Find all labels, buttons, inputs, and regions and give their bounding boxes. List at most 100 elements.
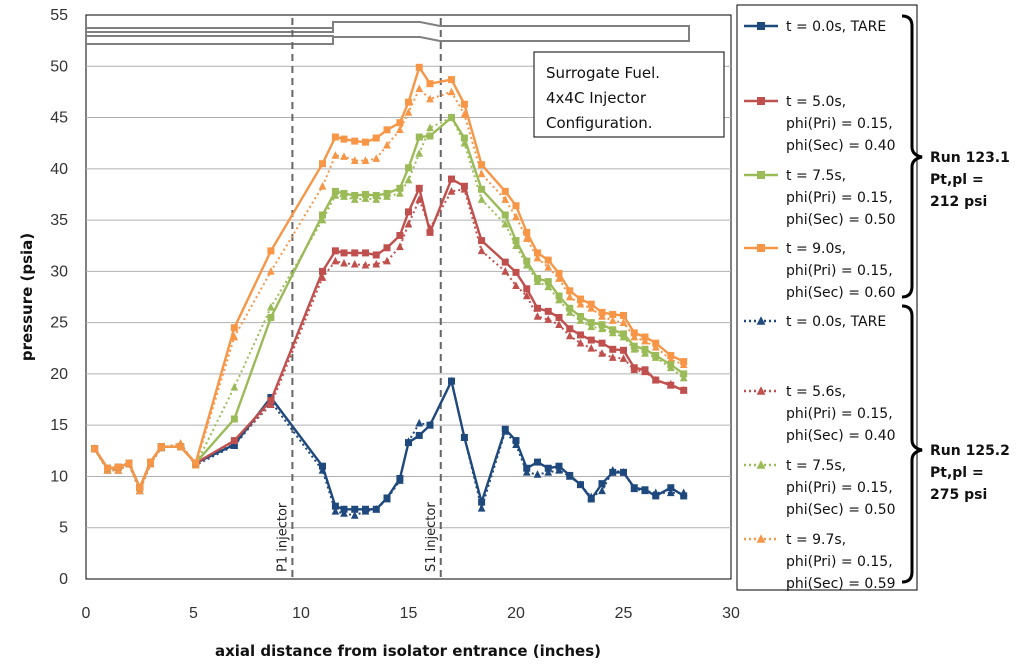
data-point: [230, 415, 238, 423]
data-point: [555, 314, 563, 322]
data-point: [448, 175, 455, 183]
data-point: [598, 324, 606, 333]
data-point: [267, 400, 275, 408]
data-point: [522, 234, 531, 242]
data-point: [587, 322, 596, 331]
data-point: [757, 97, 765, 105]
data-point: [667, 351, 675, 359]
data-point: [534, 304, 541, 312]
data-point: [501, 425, 509, 433]
data-point: [351, 137, 359, 145]
data-point: [362, 505, 369, 513]
legend-label: t = 0.0s, TARE: [786, 314, 886, 330]
data-point: [477, 195, 486, 203]
data-point: [501, 219, 510, 228]
data-point: [630, 329, 638, 337]
run-group-label: Pt,pl =: [930, 172, 984, 188]
data-point: [587, 343, 596, 352]
annotation-box: Surrogate Fuel. 4x4C Injector Configurat…: [533, 51, 725, 138]
data-point: [641, 486, 649, 494]
legend-label: t = 7.5s,: [786, 458, 846, 474]
legend-label: t = 0.0s, TARE: [786, 19, 886, 35]
data-point: [757, 22, 765, 30]
data-point: [147, 458, 154, 466]
data-point: [598, 349, 606, 357]
data-point: [544, 468, 553, 476]
data-point: [383, 244, 391, 252]
data-point: [157, 443, 165, 451]
data-point: [372, 154, 381, 162]
data-point: [340, 152, 348, 160]
data-point: [667, 484, 675, 492]
data-point: [566, 471, 574, 479]
run-groups: Run 123.1 Pt,pl = 212 psi Run 125.2 Pt,pl = 2…: [930, 150, 1010, 503]
data-point: [383, 189, 391, 197]
legend-entry: t = 9.7s, phi(Pri) = 0.15, phi(Sec) = 0.59: [744, 532, 896, 592]
data-point: [396, 242, 404, 251]
data-point: [512, 241, 520, 250]
run-group-label: Pt,pl =: [930, 465, 984, 481]
data-point: [598, 312, 606, 320]
data-point: [318, 215, 327, 224]
data-point: [641, 336, 649, 345]
data-point: [340, 189, 348, 197]
data-point: [477, 169, 486, 178]
data-point: [448, 76, 455, 84]
data-point: [522, 260, 531, 269]
data-point: [267, 267, 275, 275]
data-point: [757, 244, 765, 252]
data-point: [460, 134, 468, 142]
data-point: [230, 441, 238, 449]
data-point: [544, 262, 553, 271]
data-point: [512, 268, 520, 276]
data-point: [361, 260, 370, 269]
legend-label: phi(Sec) = 0.40: [786, 138, 896, 154]
data-point: [372, 195, 381, 203]
data-point: [565, 292, 574, 301]
data-point: [104, 464, 111, 472]
data-point: [756, 460, 766, 469]
data-point: [267, 314, 275, 322]
data-point: [350, 259, 359, 268]
data-point: [544, 278, 552, 286]
data-point: [460, 100, 468, 108]
y-axis-title: pressure (psia): [18, 233, 36, 361]
data-point: [230, 324, 238, 332]
data-point: [361, 156, 370, 164]
data-point: [652, 492, 660, 500]
data-point: [91, 445, 99, 453]
data-point: [576, 299, 585, 308]
legend-label: t = 5.0s,: [786, 94, 846, 110]
data-point: [641, 366, 649, 374]
data-point: [415, 84, 424, 93]
data-point: [587, 300, 595, 308]
y-tick-label: 55: [50, 7, 68, 24]
legend-label: t = 7.5s,: [786, 168, 846, 184]
data-point: [501, 187, 509, 195]
data-point: [340, 135, 348, 143]
data-point: [351, 249, 359, 257]
data-point: [544, 256, 552, 264]
data-point: [533, 253, 542, 262]
data-point: [680, 492, 688, 500]
data-point: [405, 208, 412, 216]
data-point: [652, 351, 660, 359]
injector-label: P1 injector: [275, 502, 290, 572]
legend-entry: t = 0.0s, TARE: [744, 19, 886, 35]
data-point: [608, 353, 617, 361]
x-tick-label: 20: [507, 605, 525, 622]
data-point: [598, 339, 606, 347]
legend-label: phi(Pri) = 0.15,: [786, 190, 893, 206]
data-point: [523, 285, 531, 293]
run-group-label: Run 123.1: [930, 150, 1010, 166]
data-point: [362, 249, 369, 257]
data-point: [587, 303, 596, 312]
data-point: [555, 274, 563, 282]
data-point: [680, 358, 688, 366]
data-point: [350, 511, 359, 519]
data-point: [555, 465, 563, 474]
data-point: [576, 316, 585, 324]
data-point: [501, 211, 509, 219]
data-point: [652, 376, 660, 384]
